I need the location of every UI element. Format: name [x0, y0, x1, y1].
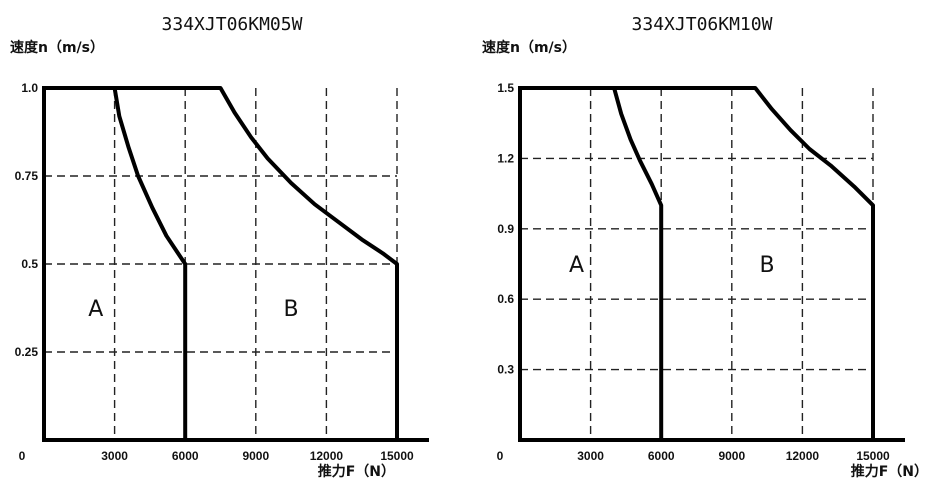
x-tick-label: 9000 [242, 449, 269, 463]
x-tick-label: 15000 [856, 449, 890, 463]
region-label-b: B [284, 297, 299, 322]
x-tick-label: 3000 [101, 449, 128, 463]
region-label-b: B [760, 253, 775, 278]
chart-title: 334XJT06KM10W [632, 14, 773, 35]
series-line-2 [112, 86, 399, 442]
chart-panel-1: 0.25 0.5 0.75 1.0 3000 6000 9000 12000 15000 0 A B 3… [10, 14, 429, 480]
x-tick-label: 12000 [310, 449, 344, 463]
y-tick-label: 0.5 [21, 257, 38, 271]
y-tick-label: 0.25 [15, 345, 39, 359]
origin-label: 0 [497, 449, 504, 463]
chart-panel-2: 0.3 0.6 0.9 1.2 1.5 3000 6000 9000 12000 15000 0 A B… [482, 14, 928, 480]
origin-label: 0 [19, 449, 26, 463]
y-tick-label: 0.9 [497, 222, 514, 236]
series-line-1 [42, 86, 188, 442]
x-axis-label: 推力F（N） [851, 463, 928, 480]
y-axis-label: 速度n（m/s） [482, 39, 576, 56]
y-tick-label: 1.5 [497, 81, 514, 95]
x-tick-label: 6000 [172, 449, 199, 463]
y-tick-label: 1.0 [21, 81, 38, 95]
x-tick-label: 12000 [786, 449, 820, 463]
y-tick-label: 0.3 [497, 363, 514, 377]
y-axis-label: 速度n（m/s） [10, 39, 104, 56]
region-label-a: A [88, 297, 103, 322]
region-label-a: A [569, 253, 584, 278]
series-line-1 [518, 86, 664, 442]
chart-title: 334XJT06KM05W [162, 14, 303, 35]
x-axis-label: 推力F（N） [318, 463, 395, 480]
y-tick-label: 0.75 [15, 169, 39, 183]
x-tick-label: 15000 [380, 449, 414, 463]
x-tick-label: 9000 [718, 449, 745, 463]
x-tick-label: 6000 [648, 449, 675, 463]
series-line-2 [612, 86, 875, 442]
y-tick-label: 1.2 [497, 151, 514, 165]
y-tick-label: 0.6 [497, 292, 514, 306]
x-tick-label: 3000 [577, 449, 604, 463]
